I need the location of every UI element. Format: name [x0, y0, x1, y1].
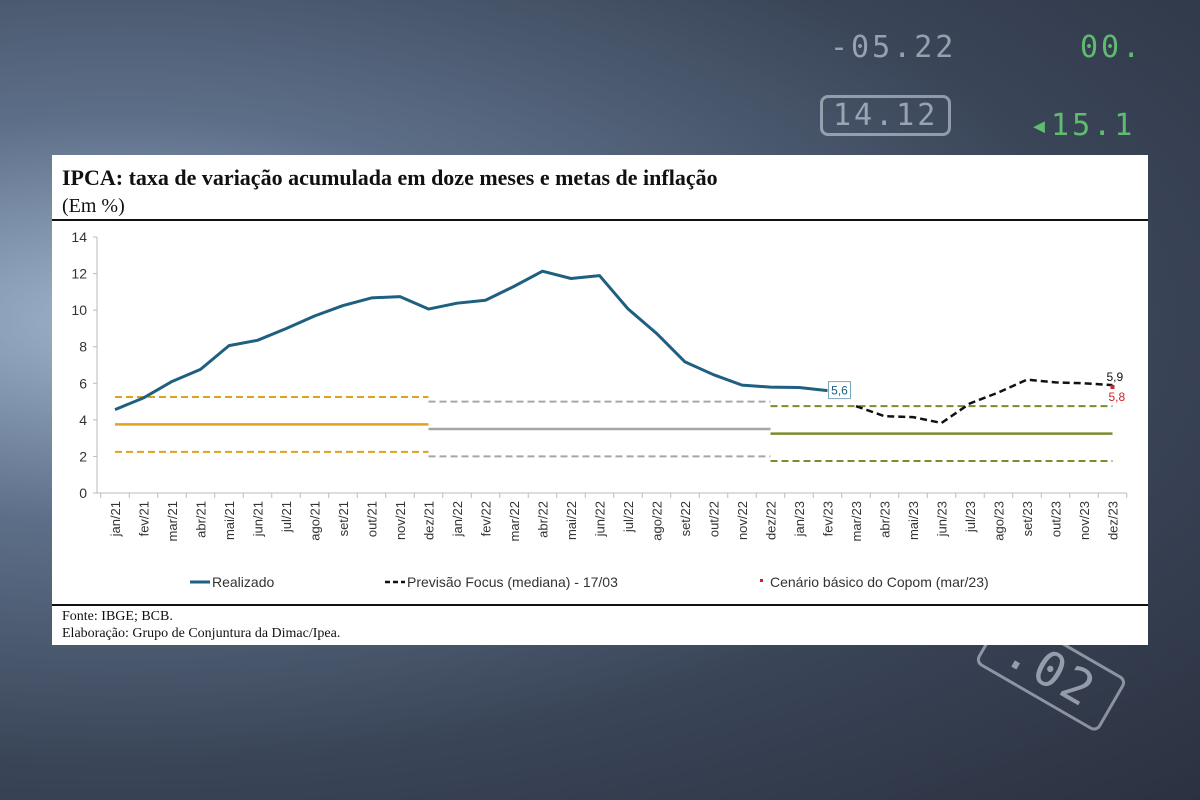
x-tick-label: abr/21 — [194, 501, 209, 538]
y-tick-label: 2 — [79, 448, 87, 464]
top-rule — [52, 219, 1148, 221]
background-number: -05.22 — [830, 30, 957, 65]
chart-title: IPCA: taxa de variação acumulada em doze… — [62, 165, 718, 190]
x-tick-label: fev/22 — [479, 501, 494, 536]
bottom-rule — [52, 604, 1148, 606]
copom-point — [1110, 384, 1115, 389]
x-tick-label: mai/22 — [564, 501, 579, 540]
x-tick-label: jan/23 — [792, 501, 807, 537]
x-tick-label: nov/21 — [393, 501, 408, 540]
chart-svg: 0 2 4 6 8 10 12 14 jan/21 fev/21 mar/21 abr/21 mai/2… — [71, 229, 1128, 590]
x-tick-label: dez/23 — [1106, 501, 1121, 540]
x-tick-label: ago/22 — [650, 501, 665, 541]
x-tick-label: abr/22 — [536, 501, 551, 538]
x-tick-label: jan/21 — [108, 501, 123, 537]
x-tick-label: jun/23 — [935, 501, 950, 537]
x-tick-label: nov/23 — [1077, 501, 1092, 540]
data-label: 5,6 — [831, 384, 848, 398]
background-number: 00. — [1080, 30, 1144, 65]
x-tick-label: out/21 — [365, 501, 380, 537]
x-tick-label: ago/23 — [992, 501, 1007, 541]
x-tick-label: fev/21 — [137, 501, 152, 536]
chart-subtitle: (Em %) — [62, 195, 125, 217]
y-tick-label: 10 — [71, 302, 87, 318]
x-tick-label: jan/22 — [450, 501, 465, 537]
x-tick-label: mai/21 — [222, 501, 237, 540]
x-tick-label: fev/23 — [821, 501, 836, 536]
x-tick-label: ago/21 — [308, 501, 323, 541]
x-tick-label: set/23 — [1020, 501, 1035, 536]
data-label: 5,8 — [1109, 390, 1126, 404]
data-label-box — [828, 381, 851, 400]
elaboration-note: Elaboração: Grupo de Conjuntura da Dimac… — [62, 626, 341, 641]
x-tick-label: jun/21 — [251, 501, 266, 537]
x-tick-label: jul/23 — [963, 501, 978, 533]
y-tick-label: 12 — [71, 266, 87, 282]
y-tick-label: 6 — [79, 375, 87, 391]
x-tick-label: jul/21 — [279, 501, 294, 533]
x-tick-label: jul/22 — [621, 501, 636, 533]
legend-marker — [760, 579, 763, 582]
x-tick-label: out/22 — [707, 501, 722, 537]
y-tick-label: 14 — [71, 229, 87, 245]
legend-entry: Cenário básico do Copom (mar/23) — [770, 574, 989, 590]
x-tick-label: out/23 — [1049, 501, 1064, 537]
chart-panel: IPCA: taxa de variação acumulada em doze… — [52, 155, 1148, 645]
legend-entry: Realizado — [212, 574, 274, 590]
series-line-0 — [114, 269, 828, 412]
background-number: 14.12 — [820, 95, 952, 136]
x-tick-label: mar/22 — [507, 501, 522, 541]
x-tick-label: mar/21 — [165, 501, 180, 541]
x-tick-label: abr/23 — [878, 501, 893, 538]
x-tick-label: set/21 — [336, 501, 351, 536]
x-tick-label: jun/22 — [593, 501, 608, 537]
x-tick-label: nov/22 — [735, 501, 750, 540]
y-tick-label: 4 — [79, 412, 87, 428]
y-tick-label: 0 — [79, 485, 87, 501]
series-line-1 — [855, 378, 1113, 425]
source-note: Fonte: IBGE; BCB. — [62, 609, 173, 624]
legend-entry: Previsão Focus (mediana) - 17/03 — [407, 574, 618, 590]
x-tick-label: dez/22 — [764, 501, 779, 540]
x-tick-label: mai/23 — [906, 501, 921, 540]
data-label: 5,9 — [1107, 370, 1124, 384]
x-tick-label: mar/23 — [849, 501, 864, 541]
background-number: ◂15.1 — [1030, 108, 1136, 143]
x-tick-label: set/22 — [678, 501, 693, 536]
x-tick-label: dez/21 — [422, 501, 437, 540]
y-tick-label: 8 — [79, 339, 87, 355]
